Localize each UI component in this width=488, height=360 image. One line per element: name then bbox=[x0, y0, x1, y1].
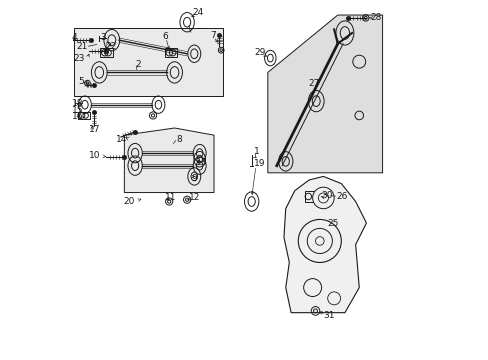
Text: 16: 16 bbox=[72, 112, 83, 121]
Text: 3: 3 bbox=[100, 33, 105, 42]
Bar bbox=[305, 192, 319, 202]
Text: 21: 21 bbox=[76, 42, 88, 51]
Bar bbox=[78, 112, 89, 120]
Polygon shape bbox=[284, 176, 366, 313]
Text: 6: 6 bbox=[163, 32, 168, 41]
Bar bbox=[100, 48, 112, 57]
Circle shape bbox=[315, 237, 324, 245]
Text: 20: 20 bbox=[123, 197, 135, 206]
Text: 5: 5 bbox=[78, 77, 84, 86]
Circle shape bbox=[312, 187, 333, 209]
Text: 23: 23 bbox=[73, 54, 85, 63]
Text: 12: 12 bbox=[188, 193, 200, 202]
Polygon shape bbox=[267, 15, 382, 173]
Text: 22: 22 bbox=[105, 42, 117, 51]
Text: 14: 14 bbox=[115, 135, 126, 144]
Text: 8: 8 bbox=[176, 135, 182, 144]
Circle shape bbox=[354, 111, 363, 120]
Text: 18: 18 bbox=[72, 99, 83, 108]
Text: 27: 27 bbox=[308, 79, 319, 88]
Text: 13: 13 bbox=[196, 158, 207, 167]
Text: 17: 17 bbox=[88, 125, 100, 134]
Text: 28: 28 bbox=[369, 13, 381, 22]
Bar bbox=[164, 48, 177, 57]
Circle shape bbox=[352, 55, 365, 68]
Text: 1: 1 bbox=[253, 147, 259, 156]
Text: 4: 4 bbox=[72, 33, 77, 42]
Text: 10: 10 bbox=[89, 151, 100, 160]
Circle shape bbox=[318, 193, 328, 203]
Text: 25: 25 bbox=[326, 219, 338, 228]
Polygon shape bbox=[74, 28, 223, 96]
Text: 7: 7 bbox=[210, 31, 216, 40]
Circle shape bbox=[306, 228, 332, 253]
Text: 31: 31 bbox=[323, 311, 334, 320]
Text: 9: 9 bbox=[191, 174, 197, 183]
Circle shape bbox=[298, 220, 341, 262]
Circle shape bbox=[327, 292, 340, 305]
Text: 29: 29 bbox=[253, 48, 265, 57]
Polygon shape bbox=[124, 128, 214, 193]
Circle shape bbox=[303, 279, 321, 297]
Text: 2: 2 bbox=[135, 60, 141, 69]
Text: 24: 24 bbox=[192, 8, 203, 17]
Text: 15: 15 bbox=[72, 106, 83, 115]
Text: 30: 30 bbox=[320, 191, 332, 200]
Text: 11: 11 bbox=[164, 193, 176, 202]
Text: 19: 19 bbox=[253, 159, 264, 168]
Text: 26: 26 bbox=[335, 192, 346, 201]
